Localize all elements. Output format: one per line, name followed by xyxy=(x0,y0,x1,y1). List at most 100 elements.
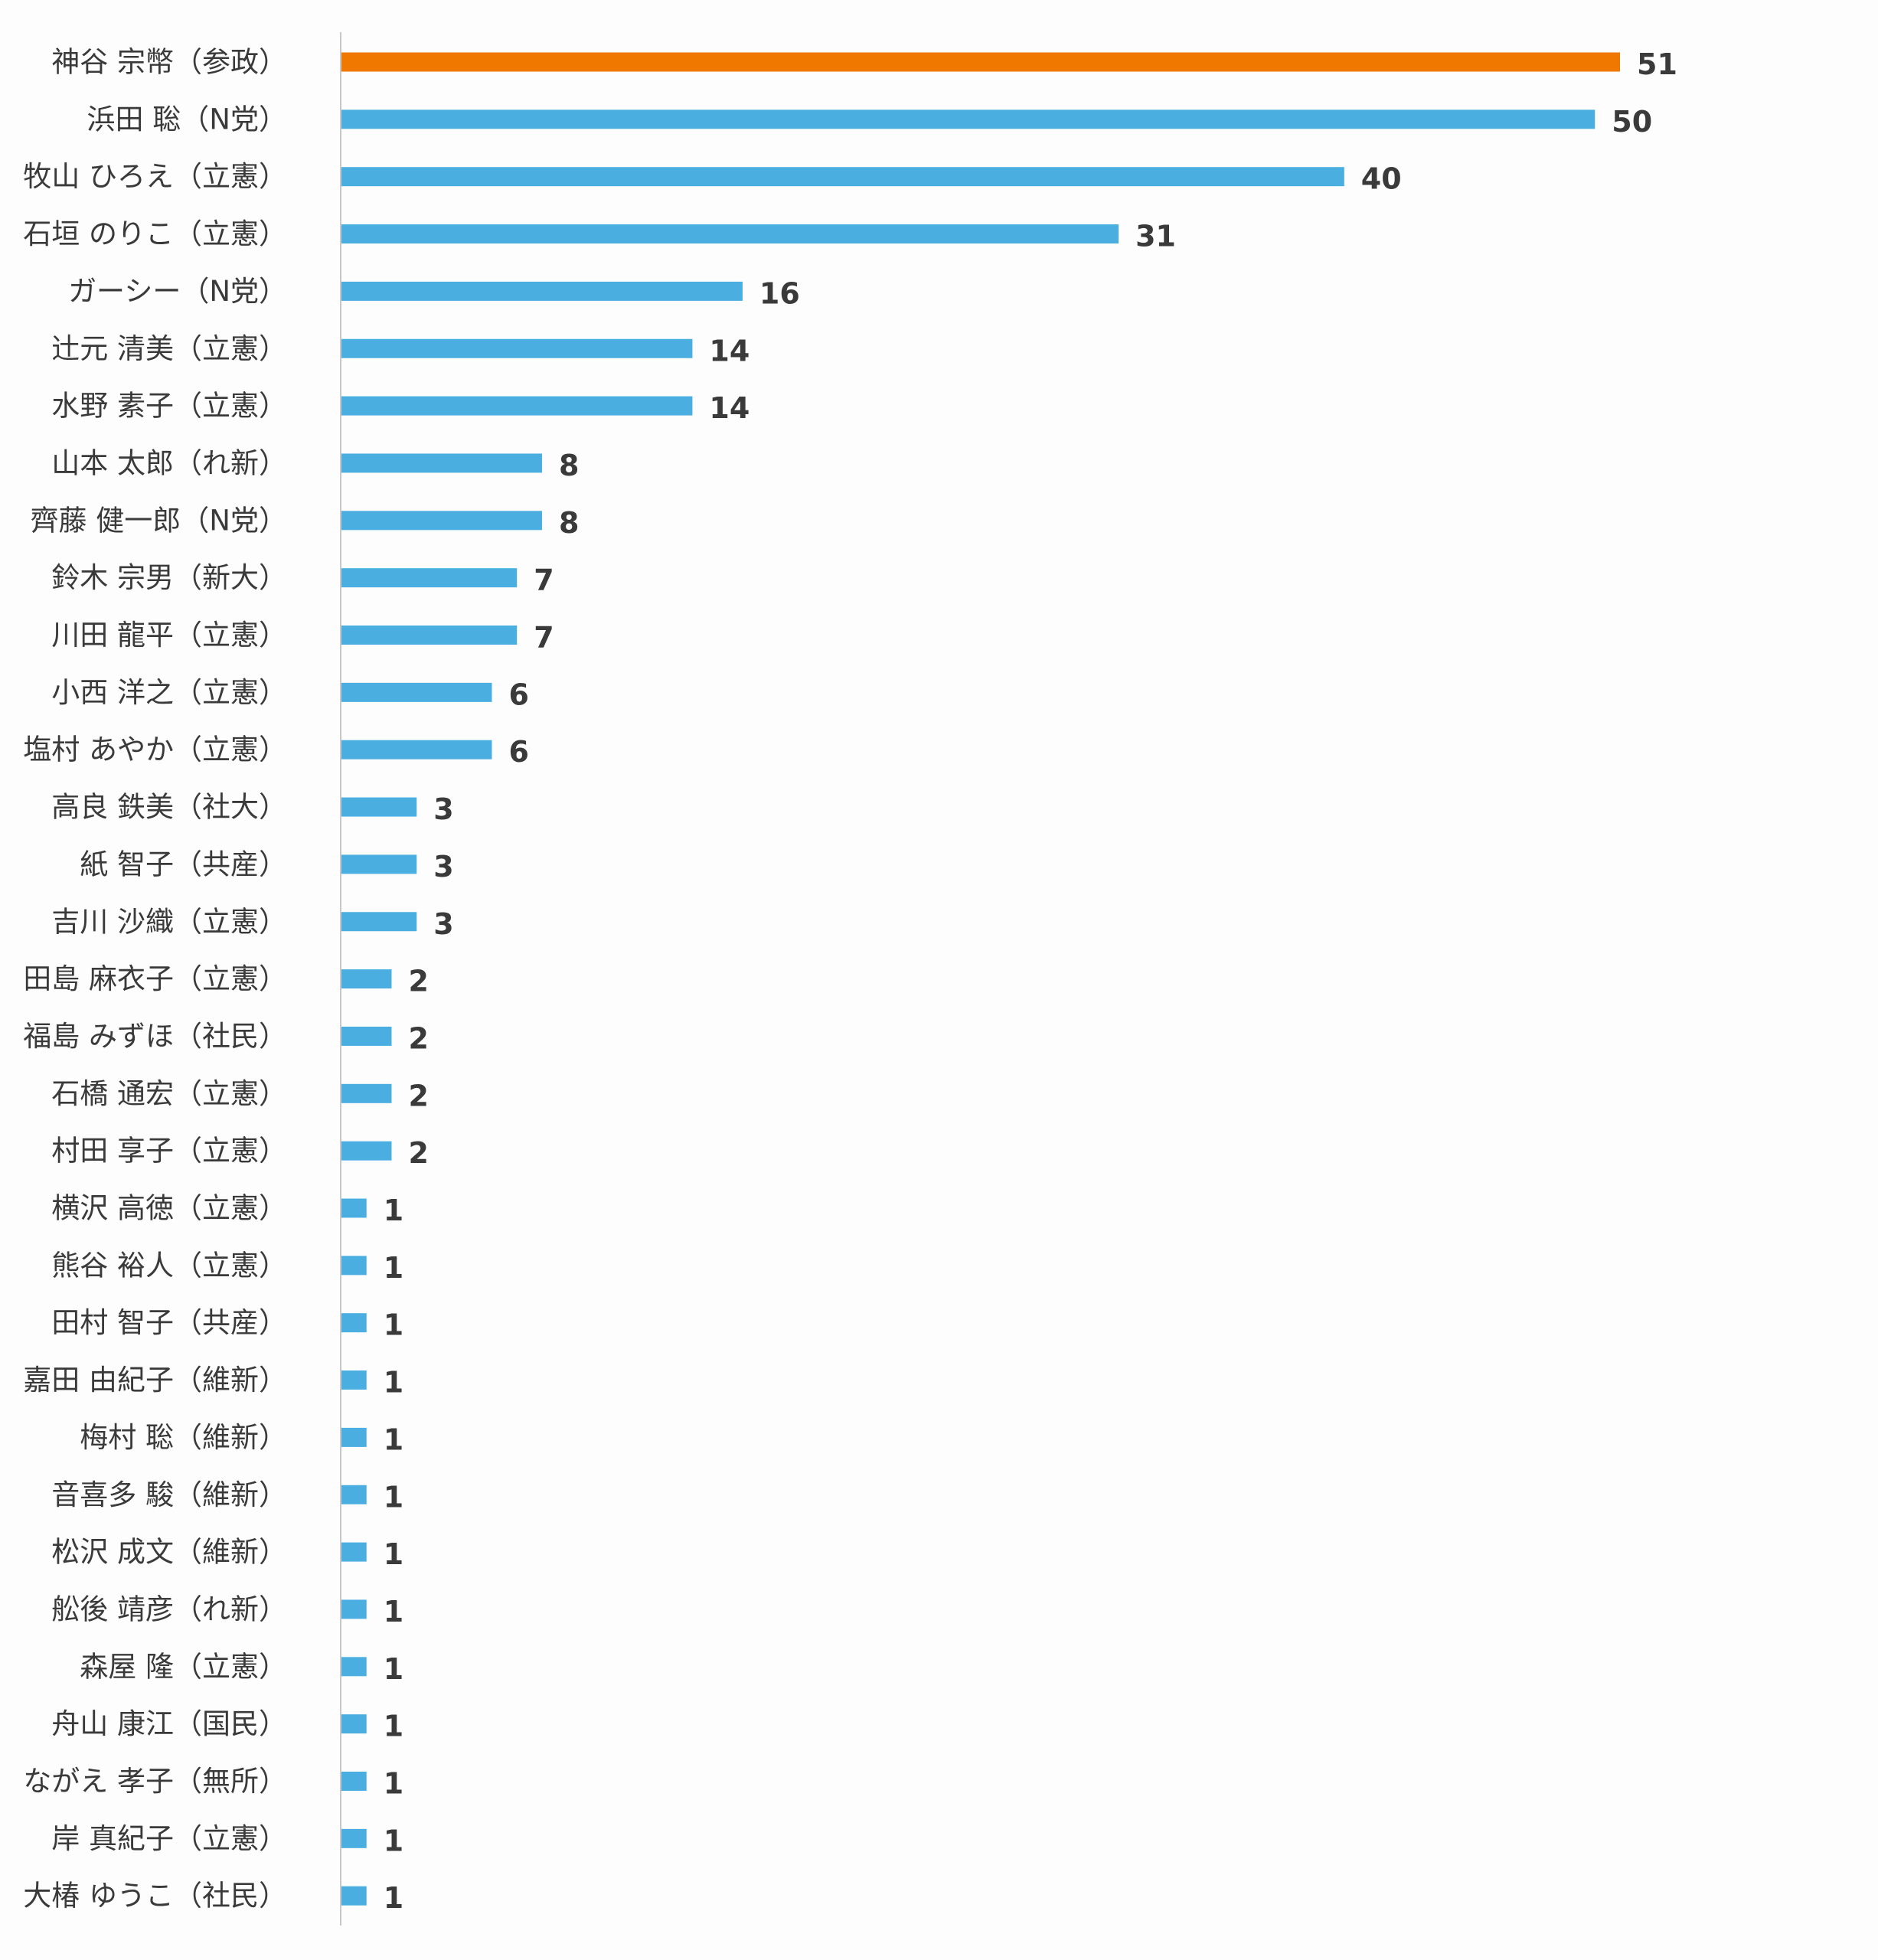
category-label: 辻元 清美（立憲） xyxy=(51,332,287,365)
category-label: 横沢 高徳（立憲） xyxy=(51,1192,287,1225)
bar-3 xyxy=(341,224,1119,244)
category-label: 舟山 康江（国民） xyxy=(51,1707,287,1740)
bar-24 xyxy=(341,1427,367,1447)
value-label: 1 xyxy=(384,1824,403,1857)
bar-15 xyxy=(341,912,417,932)
bar-25 xyxy=(341,1485,367,1504)
value-label: 1 xyxy=(384,1423,403,1456)
value-label: 1 xyxy=(384,1710,403,1743)
bar-9 xyxy=(341,568,518,588)
value-label: 51 xyxy=(1637,47,1677,81)
bar-16 xyxy=(341,969,392,989)
value-label: 3 xyxy=(433,907,453,941)
value-label: 2 xyxy=(408,965,428,998)
bar-18 xyxy=(341,1083,392,1103)
value-label: 1 xyxy=(384,1251,403,1285)
bar-12 xyxy=(341,740,492,760)
value-label: 1 xyxy=(384,1366,403,1400)
value-label: 31 xyxy=(1135,220,1176,253)
bar-26 xyxy=(341,1542,367,1562)
value-label: 1 xyxy=(384,1881,403,1915)
bar-28 xyxy=(341,1657,367,1677)
value-label: 6 xyxy=(508,735,528,769)
bar-27 xyxy=(341,1599,367,1619)
category-label: ガーシー（N党） xyxy=(68,275,287,308)
bar-17 xyxy=(341,1026,392,1046)
category-label: 吉川 沙織（立憲） xyxy=(51,905,287,938)
category-label: 紙 智子（共産） xyxy=(80,848,287,880)
category-label: 嘉田 由紀子（維新） xyxy=(23,1364,287,1396)
category-label: 森屋 隆（立憲） xyxy=(80,1650,287,1683)
category-label: 田島 麻衣子（立憲） xyxy=(23,962,287,995)
bar-30 xyxy=(341,1772,367,1791)
bar-29 xyxy=(341,1714,367,1734)
category-label: 福島 みずほ（社民） xyxy=(23,1020,287,1053)
value-label: 14 xyxy=(709,334,750,368)
bar-10 xyxy=(341,626,518,645)
category-label: 川田 龍平（立憲） xyxy=(51,619,287,652)
bar-31 xyxy=(341,1828,367,1848)
category-label: 高良 鉄美（社大） xyxy=(51,791,287,824)
category-label: 松沢 成文（維新） xyxy=(51,1536,287,1569)
category-label: 山本 太郎（れ新） xyxy=(51,446,287,479)
value-label: 3 xyxy=(433,850,453,884)
value-label: 2 xyxy=(408,1021,428,1055)
value-label: 1 xyxy=(384,1595,403,1628)
category-label: 石垣 のりこ（立憲） xyxy=(23,217,287,250)
category-label: 小西 洋之（立憲） xyxy=(51,676,287,709)
bar-8 xyxy=(341,511,542,531)
bar-2 xyxy=(341,167,1344,187)
bar-14 xyxy=(341,854,417,874)
category-label: 浜田 聡（N党） xyxy=(87,103,287,136)
bars-group xyxy=(341,52,1620,1906)
value-label: 16 xyxy=(759,276,800,310)
bar-32 xyxy=(341,1886,367,1906)
value-label: 1 xyxy=(384,1308,403,1342)
bar-4 xyxy=(341,281,743,301)
value-label: 1 xyxy=(384,1194,403,1227)
value-label: 2 xyxy=(408,1079,428,1112)
value-label: 7 xyxy=(534,564,554,597)
category-label: 村田 享子（立憲） xyxy=(51,1135,287,1168)
value-label: 2 xyxy=(408,1136,428,1170)
value-label: 14 xyxy=(709,391,750,425)
category-labels-group: 神谷 宗幣（参政） 浜田 聡（N党） 牧山 ひろえ（立憲） 石垣 のりこ（立憲） ガーシ… xyxy=(23,46,287,1913)
bar-22 xyxy=(341,1313,367,1333)
category-label: 田村 智子（共産） xyxy=(51,1306,287,1339)
category-label: 大椿 ゆうこ（社民） xyxy=(23,1880,287,1913)
bar-13 xyxy=(341,797,417,817)
value-label: 1 xyxy=(384,1652,403,1686)
category-label: ながえ 孝子（無所） xyxy=(23,1765,287,1798)
value-label: 1 xyxy=(384,1537,403,1571)
category-label: 水野 素子（立憲） xyxy=(51,390,287,423)
bar-23 xyxy=(341,1370,367,1390)
value-label: 50 xyxy=(1612,105,1652,139)
bar-6 xyxy=(341,396,693,416)
category-label: 鈴木 宗男（新大） xyxy=(51,561,287,594)
bar-5 xyxy=(341,338,693,358)
category-label: 塩村 あやか（立憲） xyxy=(23,733,287,766)
category-label: 熊谷 裕人（立憲） xyxy=(51,1249,287,1282)
value-label: 7 xyxy=(534,621,554,655)
bar-20 xyxy=(341,1198,367,1218)
value-label: 3 xyxy=(433,792,453,826)
value-label: 8 xyxy=(559,449,579,482)
category-label: 神谷 宗幣（参政） xyxy=(51,46,287,79)
bar-1 xyxy=(341,109,1595,129)
value-label: 6 xyxy=(508,678,528,711)
bar-0 xyxy=(341,52,1620,72)
value-label: 1 xyxy=(384,1480,403,1514)
value-label: 8 xyxy=(559,506,579,540)
category-label: 音喜多 駿（維新） xyxy=(51,1478,287,1511)
bar-21 xyxy=(341,1256,367,1276)
category-label: 齊藤 健一郎（N党） xyxy=(31,504,287,537)
bar-19 xyxy=(341,1141,392,1161)
category-label: 梅村 聡（維新） xyxy=(80,1421,287,1454)
category-label: 牧山 ひろえ（立憲） xyxy=(23,160,287,193)
value-label: 1 xyxy=(384,1767,403,1801)
bar-11 xyxy=(341,682,492,702)
category-label: 石橋 通宏（立憲） xyxy=(51,1077,287,1110)
bar-7 xyxy=(341,453,542,473)
value-label: 40 xyxy=(1361,162,1402,196)
